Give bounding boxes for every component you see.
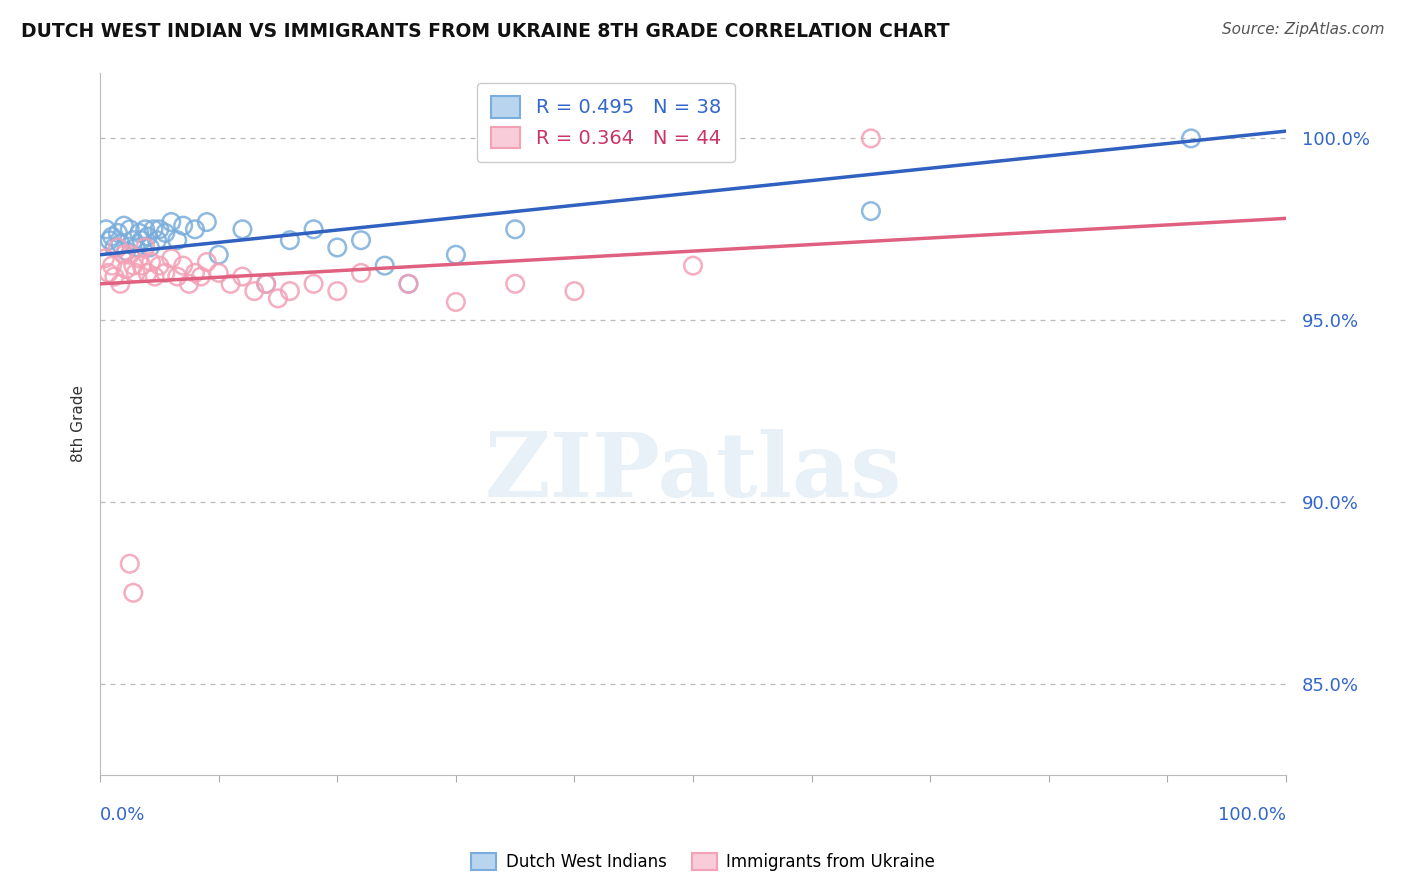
- Point: [118, 248, 141, 262]
- Point: [110, 236, 132, 251]
- Point: [326, 284, 349, 298]
- Point: [101, 259, 124, 273]
- Point: [177, 277, 200, 291]
- Point: [115, 244, 138, 259]
- Point: [243, 284, 266, 298]
- Point: [155, 226, 177, 240]
- Point: [350, 266, 373, 280]
- Text: ZIPatlas: ZIPatlas: [484, 429, 901, 516]
- Point: [134, 240, 156, 254]
- Point: [136, 266, 159, 280]
- Point: [219, 277, 242, 291]
- Point: [131, 233, 153, 247]
- Point: [195, 215, 218, 229]
- Point: [112, 219, 135, 233]
- Point: [139, 240, 162, 254]
- Point: [125, 266, 148, 280]
- Point: [278, 284, 301, 298]
- Text: Source: ZipAtlas.com: Source: ZipAtlas.com: [1222, 22, 1385, 37]
- Point: [859, 131, 882, 145]
- Point: [444, 248, 467, 262]
- Point: [564, 284, 586, 298]
- Point: [107, 240, 129, 254]
- Point: [350, 233, 373, 247]
- Point: [103, 240, 125, 254]
- Point: [122, 259, 145, 273]
- Point: [190, 269, 212, 284]
- Point: [326, 240, 349, 254]
- Point: [1180, 131, 1202, 145]
- Point: [254, 277, 277, 291]
- Point: [267, 291, 290, 305]
- Point: [166, 233, 188, 247]
- Point: [859, 204, 882, 219]
- Point: [208, 248, 231, 262]
- Point: [110, 277, 132, 291]
- Point: [136, 229, 159, 244]
- Point: [146, 233, 169, 247]
- Legend: R = 0.495   N = 38, R = 0.364   N = 44: R = 0.495 N = 38, R = 0.364 N = 44: [478, 83, 735, 162]
- Point: [118, 557, 141, 571]
- Point: [143, 269, 166, 284]
- Text: DUTCH WEST INDIAN VS IMMIGRANTS FROM UKRAINE 8TH GRADE CORRELATION CHART: DUTCH WEST INDIAN VS IMMIGRANTS FROM UKR…: [21, 22, 949, 41]
- Point: [184, 266, 207, 280]
- Point: [682, 259, 704, 273]
- Point: [231, 269, 253, 284]
- Point: [122, 233, 145, 247]
- Point: [131, 259, 153, 273]
- Point: [278, 233, 301, 247]
- Point: [148, 259, 170, 273]
- Point: [195, 255, 218, 269]
- Point: [160, 215, 183, 229]
- Point: [184, 222, 207, 236]
- Point: [103, 269, 125, 284]
- Point: [396, 277, 419, 291]
- Point: [125, 240, 148, 254]
- Point: [172, 259, 194, 273]
- Point: [128, 226, 150, 240]
- Point: [302, 222, 325, 236]
- Text: 0.0%: 0.0%: [100, 806, 145, 824]
- Point: [231, 222, 253, 236]
- Point: [374, 259, 396, 273]
- Point: [254, 277, 277, 291]
- Point: [503, 222, 526, 236]
- Point: [160, 252, 183, 266]
- Point: [112, 248, 135, 262]
- Point: [155, 266, 177, 280]
- Text: 100.0%: 100.0%: [1218, 806, 1286, 824]
- Point: [107, 226, 129, 240]
- Point: [134, 222, 156, 236]
- Point: [444, 295, 467, 310]
- Point: [172, 219, 194, 233]
- Y-axis label: 8th Grade: 8th Grade: [72, 385, 86, 462]
- Point: [166, 269, 188, 284]
- Legend: Dutch West Indians, Immigrants from Ukraine: Dutch West Indians, Immigrants from Ukra…: [463, 845, 943, 880]
- Point: [302, 277, 325, 291]
- Point: [139, 255, 162, 269]
- Point: [94, 222, 117, 236]
- Point: [118, 222, 141, 236]
- Point: [97, 266, 120, 280]
- Point: [128, 252, 150, 266]
- Point: [503, 277, 526, 291]
- Point: [396, 277, 419, 291]
- Point: [148, 222, 170, 236]
- Point: [122, 586, 145, 600]
- Point: [98, 233, 121, 247]
- Point: [94, 252, 117, 266]
- Point: [115, 262, 138, 277]
- Point: [142, 222, 165, 236]
- Point: [208, 266, 231, 280]
- Point: [101, 229, 124, 244]
